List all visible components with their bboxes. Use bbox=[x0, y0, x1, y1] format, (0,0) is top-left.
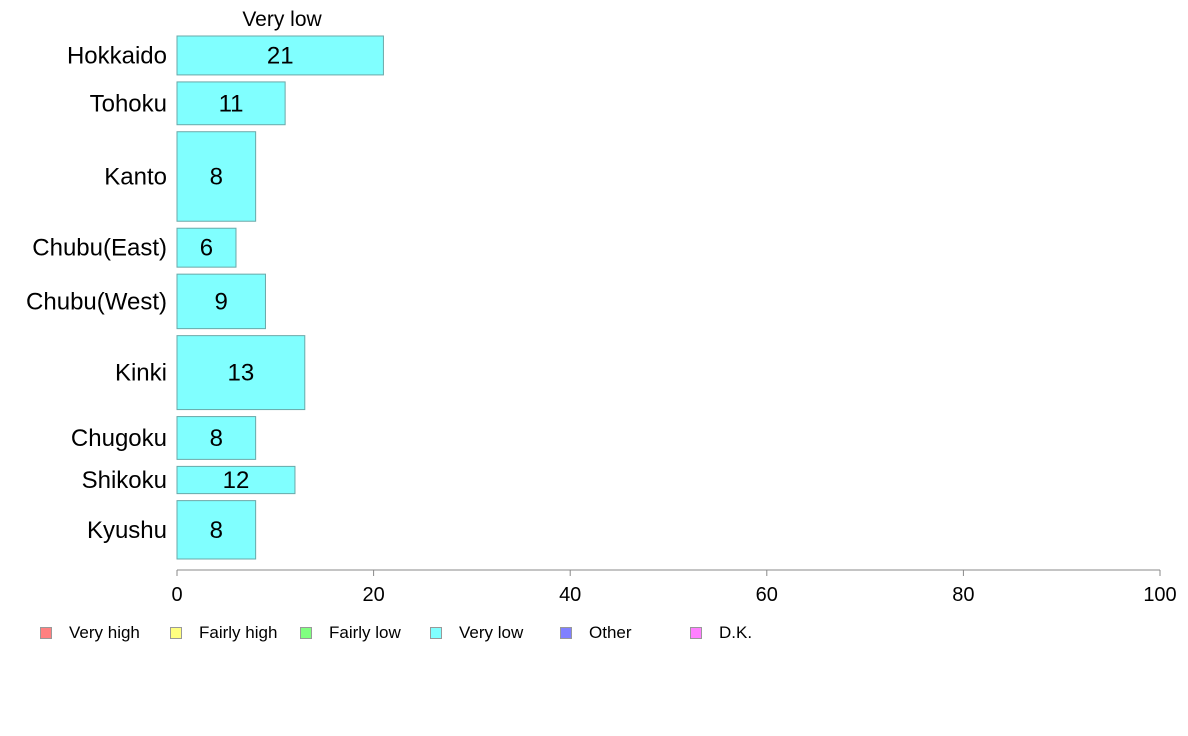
bar bbox=[176, 35, 384, 76]
category-label: Chubu(East) bbox=[32, 235, 167, 262]
category-label: Hokkaido bbox=[67, 42, 167, 69]
data-label: 12 bbox=[223, 467, 250, 494]
legend-item-dk: D.K. bbox=[690, 623, 752, 643]
legend-label: D.K. bbox=[719, 623, 753, 642]
category-label: Chubu(West) bbox=[26, 288, 167, 315]
legend-item-fairly-high: Fairly high bbox=[170, 623, 277, 643]
legend-swatch bbox=[300, 627, 312, 639]
bar bbox=[176, 416, 257, 460]
category-label: Chugoku bbox=[71, 425, 167, 452]
legend-item-very-high: Very high bbox=[40, 623, 140, 643]
data-label: 13 bbox=[228, 360, 255, 387]
data-label: 9 bbox=[215, 288, 228, 315]
legend-item-fairly-low: Fairly low bbox=[300, 623, 401, 643]
legend: Very high Fairly high Fairly low Very lo… bbox=[0, 623, 1188, 647]
column-title: Very low bbox=[242, 8, 322, 31]
legend-swatch bbox=[170, 627, 182, 639]
bar bbox=[176, 131, 257, 222]
legend-swatch bbox=[40, 627, 52, 639]
bar bbox=[176, 273, 266, 330]
legend-item-other: Other bbox=[560, 623, 632, 643]
category-label: Kanto bbox=[104, 163, 167, 190]
x-tick-label: 20 bbox=[362, 584, 384, 606]
data-label: 8 bbox=[210, 163, 223, 190]
legend-label: Very high bbox=[69, 623, 140, 642]
bar bbox=[176, 227, 237, 268]
category-label: Kinki bbox=[115, 360, 167, 387]
legend-label: Very low bbox=[459, 623, 524, 642]
legend-label: Other bbox=[589, 623, 632, 642]
legend-label: Fairly high bbox=[199, 623, 278, 642]
data-label: 6 bbox=[200, 235, 213, 262]
x-tick-label: 60 bbox=[756, 584, 778, 606]
category-label: Tohoku bbox=[90, 90, 167, 117]
data-label: 11 bbox=[219, 90, 244, 117]
bar bbox=[176, 81, 286, 126]
data-label: 8 bbox=[210, 517, 223, 544]
legend-item-very-low: Very low bbox=[430, 623, 523, 643]
legend-swatch bbox=[560, 627, 572, 639]
bars-layer: Hokkaido 21 Tohoku 11 Kanto 8 Chubu(East) 6 Chub… bbox=[26, 35, 384, 560]
bar bbox=[176, 465, 296, 495]
data-label: 21 bbox=[267, 42, 294, 69]
x-tick-label: 0 bbox=[171, 584, 182, 606]
x-tick-label: 100 bbox=[1143, 584, 1176, 606]
category-label: Shikoku bbox=[82, 467, 167, 494]
bar bbox=[176, 335, 306, 411]
legend-swatch bbox=[690, 627, 702, 639]
legend-label: Fairly low bbox=[329, 623, 401, 642]
data-label: 8 bbox=[210, 425, 223, 452]
x-tick-label: 80 bbox=[952, 584, 974, 606]
x-tick-label: 40 bbox=[559, 584, 581, 606]
legend-swatch bbox=[430, 627, 442, 639]
bar bbox=[176, 500, 257, 560]
category-label: Kyushu bbox=[87, 517, 167, 544]
x-axis: 0 20 40 60 80 100 bbox=[171, 569, 1177, 606]
